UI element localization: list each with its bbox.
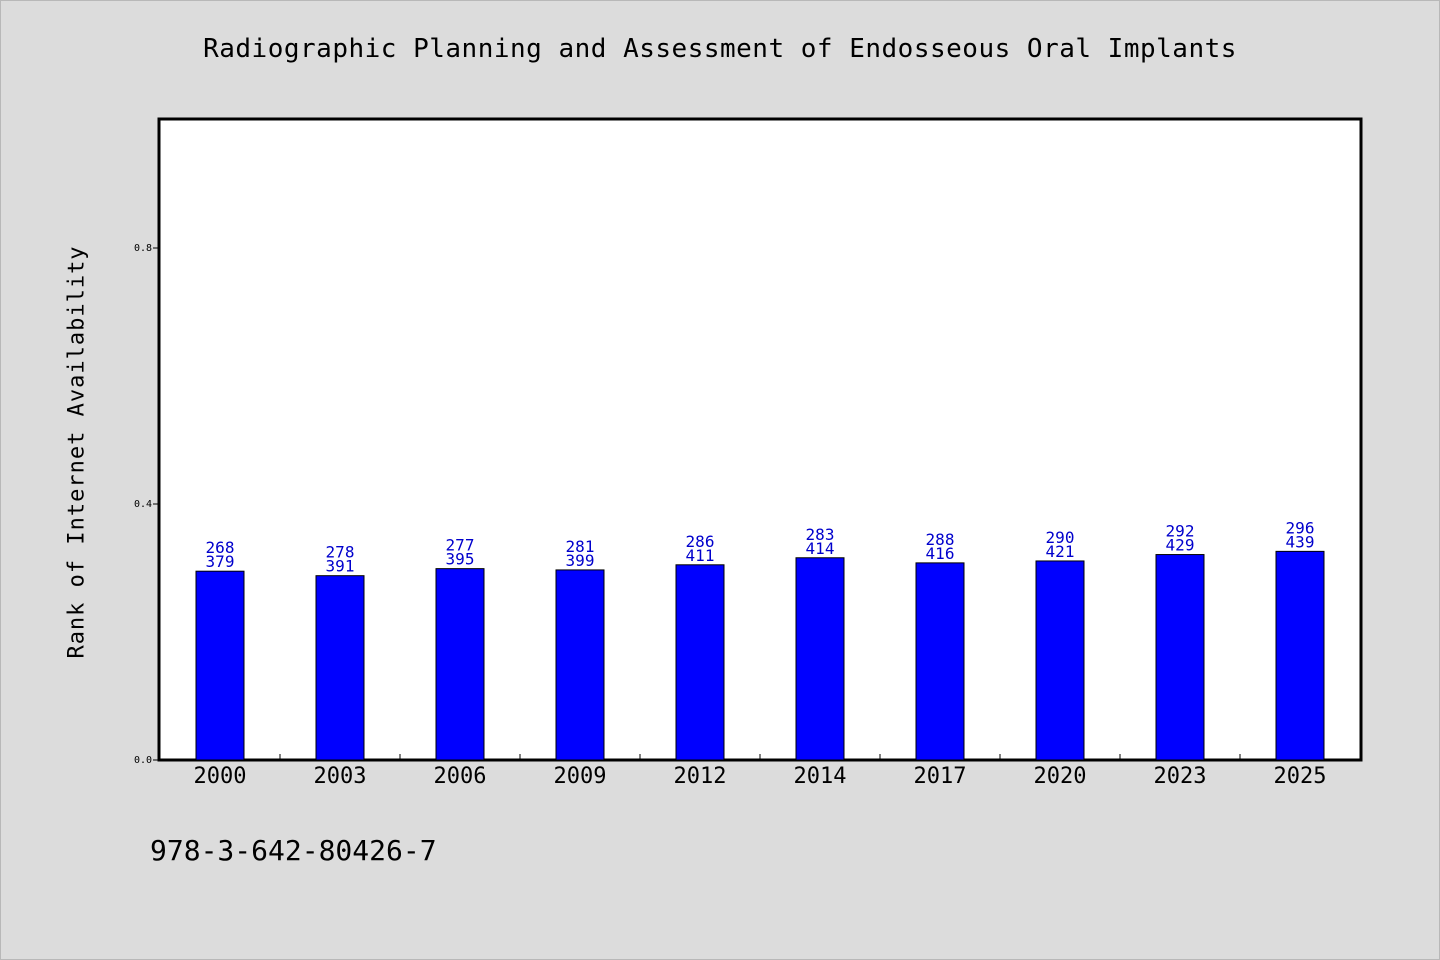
- data-label-top: 277: [446, 536, 475, 555]
- data-label-top: 281: [566, 537, 595, 556]
- x-tick-label: 2025: [1274, 764, 1327, 789]
- bar: [435, 568, 485, 761]
- y-axis-ticks: 0.0 0.4 0.8: [134, 243, 160, 766]
- x-axis-ticks: 2000 2003 2006 2009 2012 2014 2017 2020 2023 2025: [194, 754, 1327, 789]
- bars: [195, 550, 1325, 761]
- data-label-top: 286: [686, 532, 715, 551]
- data-label-bottom: 379: [206, 552, 235, 571]
- data-label-bottom: 395: [446, 550, 475, 569]
- bar: [675, 564, 725, 761]
- x-tick-label: 2020: [1034, 764, 1087, 789]
- data-label-top: 288: [926, 530, 955, 549]
- data-label-top: 296: [1286, 518, 1315, 537]
- data-label-bottom: 421: [1046, 542, 1075, 561]
- bar: [555, 569, 605, 761]
- footer-code: 978-3-642-80426-7: [150, 834, 437, 867]
- chart-title: Radiographic Planning and Assessment of …: [203, 34, 1237, 64]
- data-label-bottom: 391: [326, 557, 355, 576]
- bar: [795, 557, 845, 761]
- data-label-bottom: 414: [806, 539, 835, 558]
- data-label-top: 290: [1046, 528, 1075, 547]
- y-tick-label: 0.4: [134, 499, 152, 510]
- x-tick-label: 2006: [434, 764, 487, 789]
- data-label-top: 278: [326, 543, 355, 562]
- x-tick-label: 2014: [794, 764, 847, 789]
- y-tick-label: 0.0: [134, 755, 152, 766]
- data-label-bottom: 399: [566, 551, 595, 570]
- data-label-top: 292: [1166, 522, 1195, 541]
- x-tick-label: 2012: [674, 764, 727, 789]
- y-tick-label: 0.8: [134, 243, 152, 254]
- bar: [1035, 560, 1085, 761]
- bar: [195, 570, 245, 761]
- x-tick-label: 2009: [554, 764, 607, 789]
- bar: [315, 575, 365, 761]
- x-tick-label: 2000: [194, 764, 247, 789]
- bar: [1155, 554, 1205, 761]
- data-label-bottom: 416: [926, 544, 955, 563]
- x-tick-label: 2017: [914, 764, 967, 789]
- data-label-bottom: 439: [1286, 532, 1315, 551]
- x-tick-label: 2003: [314, 764, 367, 789]
- data-label-top: 283: [806, 525, 835, 544]
- bar: [915, 562, 965, 761]
- x-tick-label: 2023: [1154, 764, 1207, 789]
- data-label-bottom: 429: [1166, 536, 1195, 555]
- bar: [1275, 550, 1325, 761]
- data-label-bottom: 411: [686, 546, 715, 565]
- data-label-top: 268: [206, 538, 235, 557]
